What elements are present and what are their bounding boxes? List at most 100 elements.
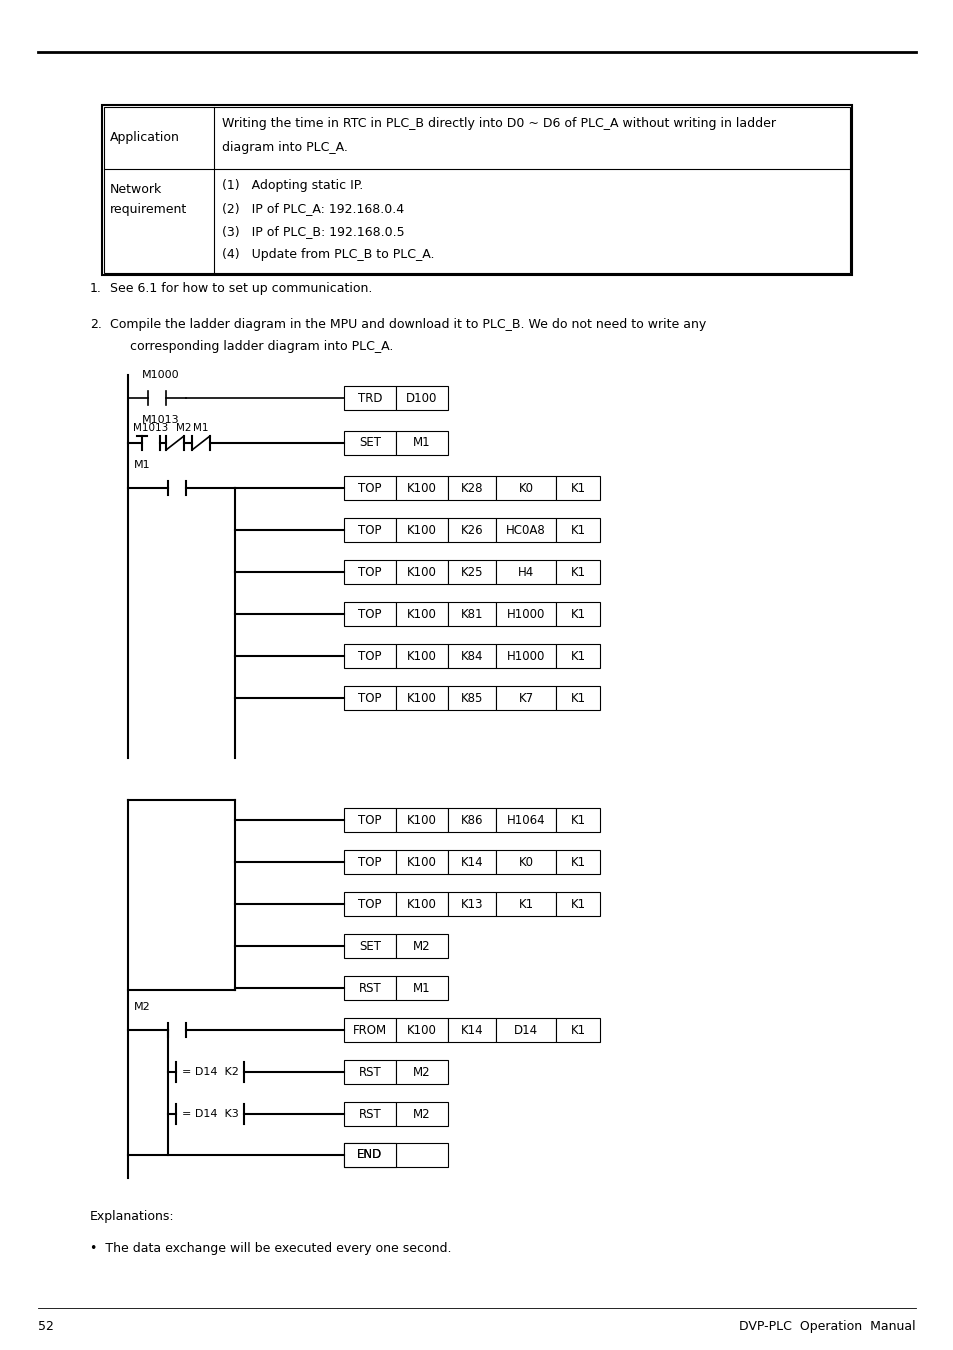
Text: K1: K1 <box>570 566 585 579</box>
Bar <box>395 386 448 410</box>
Text: 2.: 2. <box>90 319 102 331</box>
Bar <box>496 644 556 668</box>
Text: corresponding ladder diagram into PLC_A.: corresponding ladder diagram into PLC_A. <box>130 340 393 352</box>
Text: (4)   Update from PLC_B to PLC_A.: (4) Update from PLC_B to PLC_A. <box>222 248 434 261</box>
Bar <box>344 518 395 541</box>
Bar <box>448 686 496 710</box>
Text: H4: H4 <box>517 566 534 579</box>
Text: M2: M2 <box>133 1002 151 1012</box>
Bar <box>395 477 448 500</box>
Bar <box>395 1018 448 1042</box>
Bar <box>395 850 448 873</box>
Bar <box>556 644 599 668</box>
Bar <box>448 602 496 626</box>
Text: M1013: M1013 <box>133 423 169 433</box>
Bar <box>344 602 395 626</box>
Text: TOP: TOP <box>358 608 381 621</box>
Text: K84: K84 <box>460 649 483 663</box>
Text: M2: M2 <box>413 940 431 953</box>
Text: = D14  K2: = D14 K2 <box>181 1066 238 1077</box>
Text: 52: 52 <box>38 1320 53 1332</box>
Bar <box>556 809 599 832</box>
Bar <box>344 1143 395 1166</box>
Text: K0: K0 <box>518 482 533 494</box>
Bar <box>448 892 496 917</box>
Text: D100: D100 <box>406 392 437 405</box>
Bar <box>395 431 448 455</box>
Bar <box>395 686 448 710</box>
Text: RST: RST <box>358 1065 381 1079</box>
Bar <box>344 644 395 668</box>
Text: (1)   Adopting static IP.: (1) Adopting static IP. <box>222 180 363 192</box>
Text: TOP: TOP <box>358 649 381 663</box>
Text: K86: K86 <box>460 814 483 826</box>
Bar <box>395 518 448 541</box>
Text: K100: K100 <box>407 898 436 910</box>
Text: RST: RST <box>358 1107 381 1120</box>
Bar <box>395 644 448 668</box>
Bar <box>395 892 448 917</box>
Text: K100: K100 <box>407 482 436 494</box>
Text: = D14  K3: = D14 K3 <box>181 1108 238 1119</box>
Text: K100: K100 <box>407 691 436 705</box>
Text: TOP: TOP <box>358 898 381 910</box>
Text: K1: K1 <box>517 898 533 910</box>
Text: TOP: TOP <box>358 856 381 868</box>
Text: K13: K13 <box>460 898 483 910</box>
Text: K1: K1 <box>570 856 585 868</box>
Bar <box>344 560 395 585</box>
Bar <box>556 560 599 585</box>
Bar <box>395 809 448 832</box>
Bar <box>344 892 395 917</box>
Text: M2: M2 <box>176 423 192 433</box>
Bar <box>395 934 448 958</box>
Text: H1064: H1064 <box>506 814 545 826</box>
Text: Application: Application <box>110 131 180 144</box>
Bar <box>395 560 448 585</box>
Bar <box>496 560 556 585</box>
Text: K100: K100 <box>407 649 436 663</box>
Text: K7: K7 <box>517 691 533 705</box>
Bar <box>395 1102 448 1126</box>
Text: K1: K1 <box>570 524 585 536</box>
Bar <box>496 850 556 873</box>
Bar <box>448 477 496 500</box>
Text: K100: K100 <box>407 608 436 621</box>
Text: TOP: TOP <box>358 482 381 494</box>
Text: K100: K100 <box>407 1023 436 1037</box>
Bar <box>344 1018 395 1042</box>
Bar <box>556 477 599 500</box>
Text: Explanations:: Explanations: <box>90 1210 174 1223</box>
Text: K1: K1 <box>570 814 585 826</box>
Bar <box>448 644 496 668</box>
Bar <box>556 518 599 541</box>
Bar <box>104 107 849 273</box>
Text: M1013: M1013 <box>142 414 179 425</box>
Bar <box>448 1018 496 1042</box>
Bar <box>344 477 395 500</box>
Bar <box>556 892 599 917</box>
Text: END: END <box>357 1149 382 1161</box>
Text: M1: M1 <box>413 436 431 450</box>
Bar <box>102 105 851 275</box>
Text: K1: K1 <box>570 649 585 663</box>
Text: M1000: M1000 <box>142 370 179 379</box>
Text: K26: K26 <box>460 524 483 536</box>
Text: •  The data exchange will be executed every one second.: • The data exchange will be executed eve… <box>90 1242 451 1256</box>
Bar <box>496 602 556 626</box>
Text: (2)   IP of PLC_A: 192.168.0.4: (2) IP of PLC_A: 192.168.0.4 <box>222 202 404 215</box>
Bar <box>496 809 556 832</box>
Text: K14: K14 <box>460 856 483 868</box>
Text: K1: K1 <box>570 1023 585 1037</box>
Bar <box>496 892 556 917</box>
Bar <box>556 850 599 873</box>
Text: K100: K100 <box>407 566 436 579</box>
Text: requirement: requirement <box>110 202 187 216</box>
Text: diagram into PLC_A.: diagram into PLC_A. <box>222 140 348 154</box>
Bar <box>344 1102 395 1126</box>
Text: K1: K1 <box>570 608 585 621</box>
Text: K0: K0 <box>518 856 533 868</box>
Bar <box>496 477 556 500</box>
Text: M1: M1 <box>413 981 431 995</box>
Text: DVP-PLC  Operation  Manual: DVP-PLC Operation Manual <box>739 1320 915 1332</box>
